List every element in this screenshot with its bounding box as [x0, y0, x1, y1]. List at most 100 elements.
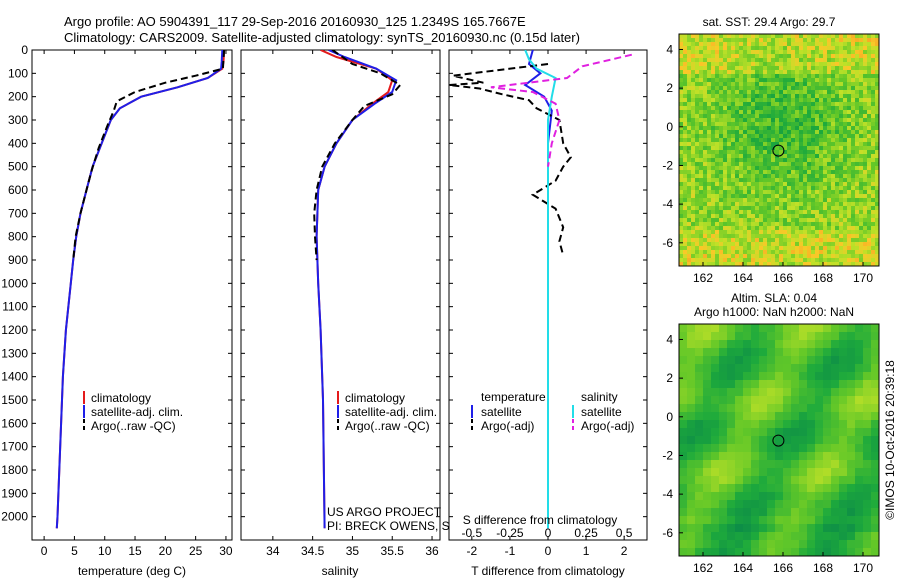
sst-cell — [707, 146, 712, 151]
sst-cell — [755, 110, 760, 115]
sst-cell — [831, 242, 836, 247]
sla-cell — [767, 412, 776, 421]
sst-cell — [855, 134, 860, 139]
sst-cell — [683, 222, 688, 227]
sst-cell — [867, 154, 872, 159]
sst-cell — [735, 198, 740, 203]
sst-cell — [815, 246, 820, 251]
sst-cell — [707, 206, 712, 211]
sst-cell — [843, 222, 848, 227]
sst-cell — [687, 170, 692, 175]
sla-cell — [767, 492, 776, 501]
sst-cell — [775, 70, 780, 75]
sla-cell — [703, 436, 712, 445]
sst-cell — [715, 74, 720, 79]
sst-cell — [683, 74, 688, 79]
sst-cell — [735, 146, 740, 151]
sst-cell — [731, 174, 736, 179]
sst-cell — [787, 50, 792, 55]
sla-cell — [855, 468, 864, 477]
sst-cell — [799, 146, 804, 151]
sst-cell — [759, 82, 764, 87]
sst-cell — [767, 118, 772, 123]
sst-cell — [687, 226, 692, 231]
sst-cell — [743, 214, 748, 219]
sst-cell — [783, 118, 788, 123]
sst-cell — [691, 202, 696, 207]
sst-cell — [707, 226, 712, 231]
sst-cell — [687, 162, 692, 167]
map-lon-label: 162 — [693, 561, 713, 575]
sst-cell — [863, 178, 868, 183]
sla-cell — [679, 412, 688, 421]
sst-cell — [711, 166, 716, 171]
sst-cell — [807, 110, 812, 115]
sst-cell — [775, 42, 780, 47]
sst-cell — [763, 238, 768, 243]
sst-cell — [871, 42, 876, 47]
sla-cell — [807, 436, 816, 445]
sst-cell — [831, 186, 836, 191]
sst-heatmap — [679, 34, 880, 267]
sst-cell — [723, 154, 728, 159]
sst-cell — [815, 254, 820, 259]
sla-cell — [695, 452, 704, 461]
sst-cell — [795, 106, 800, 111]
sst-cell — [703, 58, 708, 63]
sst-cell — [779, 214, 784, 219]
sst-cell — [863, 134, 868, 139]
sst-cell — [795, 98, 800, 103]
sst-cell — [715, 186, 720, 191]
sst-cell — [751, 150, 756, 155]
sst-cell — [819, 190, 824, 195]
sst-cell — [703, 146, 708, 151]
x-tick-label: 35.5 — [381, 544, 405, 558]
sst-cell — [871, 50, 876, 55]
sst-cell — [747, 162, 752, 167]
sst-cell — [795, 122, 800, 127]
sst-cell — [855, 182, 860, 187]
sst-cell — [759, 54, 764, 59]
sst-cell — [727, 182, 732, 187]
sst-cell — [739, 186, 744, 191]
sst-cell — [723, 98, 728, 103]
sst-cell — [819, 118, 824, 123]
sst-cell — [843, 130, 848, 135]
sla-cell — [855, 492, 864, 501]
sst-cell — [875, 82, 880, 87]
depth-tick-label: 2000 — [1, 510, 28, 524]
sst-cell — [831, 50, 836, 55]
sst-cell — [715, 214, 720, 219]
sst-cell — [787, 126, 792, 131]
sla-cell — [799, 388, 808, 397]
sst-cell — [855, 174, 860, 179]
sst-cell — [815, 238, 820, 243]
sst-cell — [787, 134, 792, 139]
sst-cell — [723, 86, 728, 91]
sla-cell — [695, 324, 704, 333]
sla-map-subtitle: Argo h1000: NaN h2000: NaN — [694, 305, 854, 319]
sst-cell — [803, 182, 808, 187]
sst-cell — [851, 238, 856, 243]
sst-cell — [691, 234, 696, 239]
sst-cell — [871, 38, 876, 43]
sla-cell — [775, 468, 784, 477]
sst-cell — [767, 186, 772, 191]
sst-cell — [723, 38, 728, 43]
sst-cell — [779, 198, 784, 203]
sst-cell — [759, 46, 764, 51]
x-tick-label: -2 — [467, 544, 478, 558]
sla-cell — [831, 476, 840, 485]
sst-cell — [863, 174, 868, 179]
sla-cell — [719, 452, 728, 461]
sst-cell — [711, 50, 716, 55]
sst-cell — [691, 110, 696, 115]
sst-cell — [735, 254, 740, 259]
sst-cell — [823, 138, 828, 143]
sst-cell — [723, 102, 728, 107]
sst-cell — [831, 154, 836, 159]
sst-cell — [747, 226, 752, 231]
x-tick-label: 30 — [219, 544, 233, 558]
sst-cell — [751, 42, 756, 47]
sst-cell — [727, 54, 732, 59]
